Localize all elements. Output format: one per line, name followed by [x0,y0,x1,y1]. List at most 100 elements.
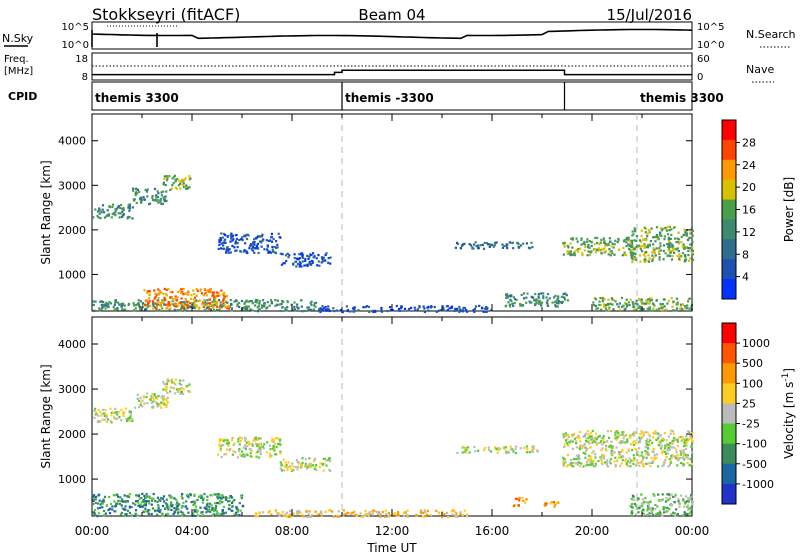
echo-cell [286,252,289,255]
echo-cell [586,240,589,243]
echo-cell [645,440,648,443]
echo-cell [635,245,638,249]
echo-cell [620,462,623,465]
echo-cell [424,511,427,514]
echo-cell [256,445,259,448]
echo-cell [122,412,125,416]
echo-cell [227,507,230,510]
echo-cell [646,431,649,434]
echo-cell [266,301,269,304]
echo-cell [575,249,578,252]
echo-cell [448,307,451,310]
echo-cell [636,451,639,454]
echo-cell [583,249,586,252]
echo-cell [196,498,199,501]
echo-cell [180,383,183,387]
echo-cell [635,234,638,238]
echo-cell [250,244,253,247]
echo-cell [346,511,349,514]
echo-cell [175,507,178,510]
echo-cell [157,395,160,398]
echo-cell [563,245,566,248]
echo-cell [303,264,306,267]
echo-cell [473,310,476,313]
echo-cell [174,298,177,301]
echo-cell [321,305,324,308]
echo-cell [150,395,153,398]
echo-cell [648,512,651,515]
echo-cell [103,514,106,517]
echo-cell [564,298,567,301]
echo-cell [640,229,643,232]
echo-cell [181,514,184,517]
echo-cell [121,215,124,218]
echo-cell [657,238,660,241]
echo-cell [221,494,224,497]
echo-cell [249,243,253,246]
echo-cell [676,307,679,310]
echo-cell [463,447,466,450]
echo-cell [114,418,117,421]
echo-cell [676,438,679,441]
echo-cell [209,302,212,305]
echo-cell [575,457,578,461]
echo-cell [145,305,148,308]
echo-cell [160,406,163,409]
echo-cell [670,297,673,300]
echo-cell [668,229,671,232]
echo-cell [234,511,238,514]
echo-cell [664,226,667,230]
echo-region-5 [217,232,282,255]
echo-cell [677,238,680,241]
echo-cell [483,446,487,450]
echo-cell [654,457,657,460]
echo-cell [684,246,687,249]
echo-cell [160,191,163,194]
echo-cell [146,392,149,395]
echo-cell [597,435,600,438]
echo-cell [623,434,626,438]
colorbar-cell [722,179,736,200]
echo-cell [165,389,168,392]
echo-cell [240,454,243,457]
echo-cell [640,461,643,464]
echo-cell [313,302,316,305]
echo-cell [146,303,149,307]
colorbar-cell [722,120,736,141]
echo-cell [144,507,147,510]
echo-cell [371,509,374,512]
echo-cell [459,512,462,515]
echo-cell [160,194,163,197]
echo-cell [259,437,262,440]
echo-cell [404,511,407,514]
echo-cell [670,446,673,449]
echo-cell [546,299,549,302]
echo-cell [166,378,169,381]
echo-cell [641,498,645,501]
echo-cell [165,405,168,408]
echo-cell [691,249,694,252]
echo-cell [157,201,160,204]
echo-cell [577,248,580,251]
echo-cell [291,462,294,465]
echo-cell [169,386,172,389]
echo-cell [213,301,216,304]
echo-cell [653,235,656,239]
echo-cell [321,463,324,466]
echo-cell [530,241,533,244]
echo-cell [606,465,609,468]
echo-cell [673,439,676,442]
echo-cell [578,461,581,464]
echo-cell [194,508,198,511]
echo-cell [111,505,114,508]
echo-cell [283,465,286,468]
echo-cell [630,459,633,462]
echo-cell [665,308,668,311]
echo-cell [395,304,398,308]
echo-cell [648,461,651,464]
echo-cell [640,234,643,238]
echo-cell [175,303,178,306]
echo-cell [361,515,364,518]
echo-cell [545,296,548,299]
echo-cell [653,252,656,255]
